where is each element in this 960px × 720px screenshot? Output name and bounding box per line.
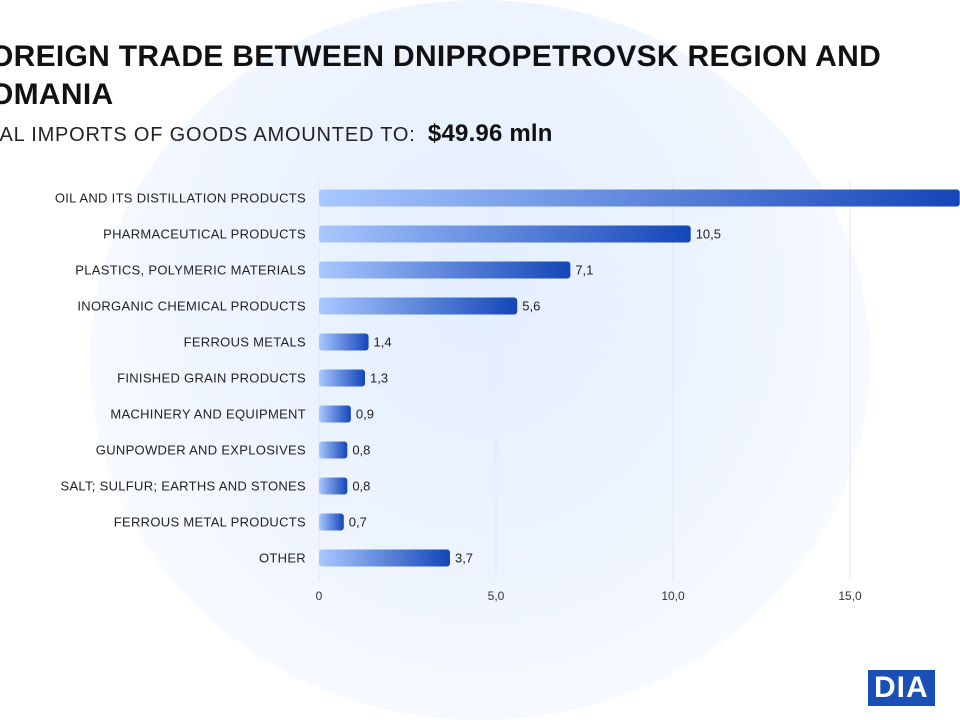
- x-tick-label: 5,0: [488, 589, 505, 603]
- value-label: 7,1: [575, 263, 593, 278]
- category-label: MACHINERY AND EQUIPMENT: [110, 407, 306, 422]
- subtitle-label: TAL IMPORTS OF GOODS AMOUNTED TO:: [0, 124, 416, 146]
- background-glow: [90, 0, 870, 720]
- value-label: 10,5: [696, 227, 721, 242]
- value-label: 0,8: [352, 443, 370, 458]
- category-label: OIL AND ITS DISTILLATION PRODUCTS: [55, 191, 306, 206]
- category-label: PHARMACEUTICAL PRODUCTS: [103, 227, 306, 242]
- bar: [319, 441, 348, 459]
- x-tick-label: 0: [316, 589, 323, 603]
- bar: [319, 405, 351, 423]
- labels: 0 5,0 10,0 15,0 OIL AND ITS DISTILLATION PRO…: [55, 191, 862, 604]
- value-label: 1,3: [370, 371, 388, 386]
- category-label: FINISHED GRAIN PRODUCTS: [117, 371, 306, 386]
- bar: [319, 513, 344, 531]
- bars: [319, 189, 960, 567]
- value-label: 0,7: [349, 515, 367, 530]
- dia-logo: DIA: [868, 668, 935, 708]
- category-label: FERROUS METAL PRODUCTS: [114, 515, 306, 530]
- chart-title: OREIGN TRADE BETWEEN DNIPROPETROVSK REGI…: [0, 40, 882, 111]
- value-label: 0,8: [352, 479, 370, 494]
- bar: [319, 549, 450, 567]
- bar: [319, 333, 369, 351]
- grid: [318, 180, 851, 580]
- value-label: 0,9: [356, 407, 374, 422]
- category-label: SALT; SULFUR; EARTHS AND STONES: [60, 479, 306, 494]
- category-label: PLASTICS, POLYMERIC MATERIALS: [75, 263, 306, 278]
- x-tick-label: 10,0: [661, 589, 685, 603]
- x-tick-label: 15,0: [838, 589, 862, 603]
- logo-text: DIA: [868, 670, 935, 706]
- bar: [319, 297, 518, 315]
- value-label: 3,7: [455, 551, 473, 566]
- bar: [319, 369, 366, 387]
- category-label: FERROUS METALS: [184, 335, 306, 350]
- subtitle-amount: $49.96 mln: [427, 120, 553, 147]
- bar: [319, 189, 960, 207]
- value-label: 1,4: [374, 335, 392, 350]
- bar: [319, 225, 691, 243]
- category-label: GUNPOWDER AND EXPLOSIVES: [96, 443, 306, 458]
- chart-subtitle: TAL IMPORTS OF GOODS AMOUNTED TO: $49.96…: [0, 120, 553, 148]
- category-label: INORGANIC CHEMICAL PRODUCTS: [77, 299, 306, 314]
- bar: [319, 477, 348, 495]
- bar: [319, 261, 571, 279]
- category-label: OTHER: [259, 551, 306, 566]
- value-label: 5,6: [522, 299, 540, 314]
